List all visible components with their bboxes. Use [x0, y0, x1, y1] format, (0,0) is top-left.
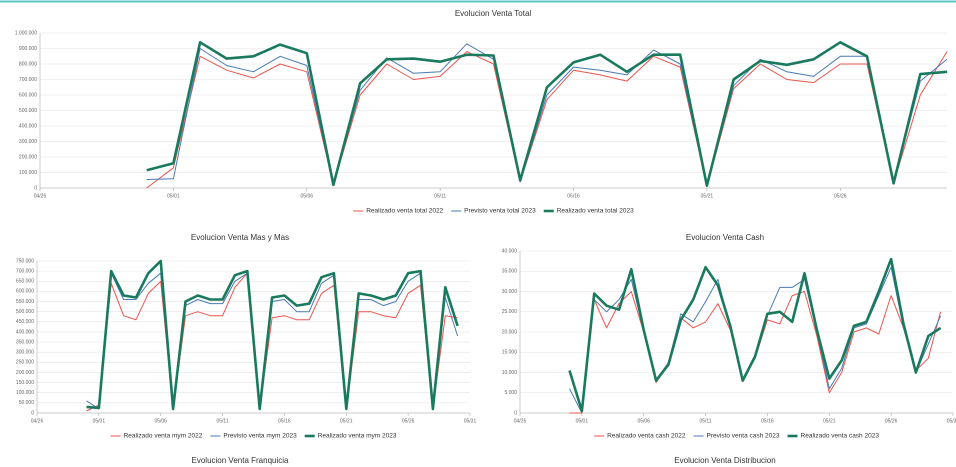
- y-tick-label: 600.000: [16, 289, 34, 295]
- legend-label: Previsto venta cash 2023: [707, 433, 780, 440]
- series-line: [86, 259, 459, 411]
- y-tick-label: 800.000: [19, 61, 37, 67]
- x-tick-label: 05/21: [823, 418, 836, 424]
- x-tick-label: 05/06: [637, 418, 650, 424]
- x-tick-label: 04/26: [34, 193, 47, 199]
- y-tick-label: 100.000: [19, 170, 37, 176]
- y-tick-label: 200.000: [19, 154, 37, 160]
- x-tick-label: 05/11: [216, 418, 228, 424]
- section-title: Evolucion Venta Franquicia: [192, 456, 290, 465]
- series-line: [86, 272, 458, 412]
- x-tick-label: 05/16: [761, 418, 774, 424]
- legend-label: Realizado venta cash 2022: [607, 433, 686, 440]
- y-tick-label: 15.000: [502, 350, 518, 356]
- series-line: [146, 43, 948, 187]
- y-tick-label: 750.000: [16, 258, 34, 264]
- y-tick-label: 0: [514, 410, 517, 416]
- x-tick-label: 05/01: [576, 418, 589, 424]
- legend-label: Realizado venta total 2022: [366, 208, 443, 215]
- x-tick-label: 05/11: [699, 418, 711, 424]
- x-tick-label: 05/31: [947, 418, 956, 424]
- x-tick-label: 05/26: [402, 418, 415, 424]
- legend-label: Previsto venta mym 2023: [223, 433, 297, 440]
- y-tick-label: 700.000: [16, 268, 34, 274]
- y-tick-label: 500.000: [16, 309, 34, 315]
- y-tick-label: 600.000: [19, 92, 37, 98]
- y-tick-label: 200.000: [16, 370, 34, 376]
- legend-label: Realizado venta mym 2022: [124, 433, 203, 440]
- legend-label: Realizado venta cash 2023: [801, 433, 880, 440]
- y-tick-label: 30.000: [502, 289, 518, 295]
- x-tick-label: 05/11: [434, 193, 446, 199]
- x-tick-label: 04/26: [31, 418, 44, 424]
- series-line: [568, 257, 942, 413]
- x-tick-label: 05/16: [278, 418, 291, 424]
- y-tick-label: 400.000: [16, 329, 34, 335]
- y-tick-label: 450.000: [16, 319, 34, 325]
- x-tick-label: 05/31: [464, 418, 477, 424]
- y-tick-label: 500.000: [19, 108, 37, 114]
- y-tick-label: 20.000: [502, 329, 518, 335]
- legend: Realizado venta cash 2022 Previsto venta …: [594, 433, 879, 440]
- y-tick-label: 650.000: [16, 279, 34, 285]
- chart-title: Evolucion Venta Total: [455, 9, 532, 18]
- series-line: [146, 51, 948, 189]
- y-tick-label: 10.000: [502, 370, 518, 376]
- y-tick-label: 300.000: [19, 139, 37, 145]
- x-tick-label: 05/26: [885, 418, 898, 424]
- legend-label: Realizado venta mym 2023: [318, 433, 397, 440]
- y-tick-label: 5.000: [504, 390, 517, 396]
- chart-title: Evolucion Venta Cash: [686, 233, 764, 242]
- x-tick-label: 05/06: [301, 193, 314, 199]
- legend: Realizado venta total 2022 Previsto venta…: [353, 208, 634, 215]
- legend: Realizado venta mym 2022 Previsto venta m…: [110, 433, 397, 440]
- x-tick-label: 05/01: [93, 418, 106, 424]
- y-tick-label: 1.000.000: [15, 30, 37, 36]
- x-tick-label: 05/06: [154, 418, 167, 424]
- x-tick-label: 05/01: [167, 193, 180, 199]
- y-tick-label: 900.000: [19, 46, 37, 52]
- y-tick-label: 250.000: [16, 360, 34, 366]
- y-tick-label: 50.000: [19, 400, 35, 406]
- y-tick-label: 300.000: [16, 350, 34, 356]
- y-tick-label: 150.000: [16, 380, 34, 386]
- y-tick-label: 0: [34, 185, 37, 191]
- y-tick-label: 100.000: [16, 390, 34, 396]
- series-line: [146, 41, 948, 187]
- x-tick-label: 05/16: [567, 193, 580, 199]
- y-tick-label: 400.000: [19, 123, 37, 129]
- section-title: Evolucion Venta Distribucion: [674, 456, 775, 465]
- x-tick-label: 04/26: [514, 418, 527, 424]
- y-tick-label: 550.000: [16, 299, 34, 305]
- y-tick-label: 40.000: [502, 248, 518, 254]
- x-tick-label: 05/21: [701, 193, 714, 199]
- chart-title: Evolucion Venta Mas y Mas: [191, 233, 289, 242]
- legend-label: Realizado venta total 2023: [557, 208, 634, 215]
- y-tick-label: 0: [31, 410, 34, 416]
- y-tick-label: 700.000: [19, 77, 37, 83]
- y-tick-label: 350.000: [16, 339, 34, 345]
- legend-label: Previsto venta total 2023: [464, 208, 536, 215]
- x-tick-label: 05/21: [340, 418, 353, 424]
- x-tick-label: 05/26: [834, 193, 847, 199]
- y-tick-label: 25.000: [502, 309, 518, 315]
- y-tick-label: 35.000: [502, 269, 518, 275]
